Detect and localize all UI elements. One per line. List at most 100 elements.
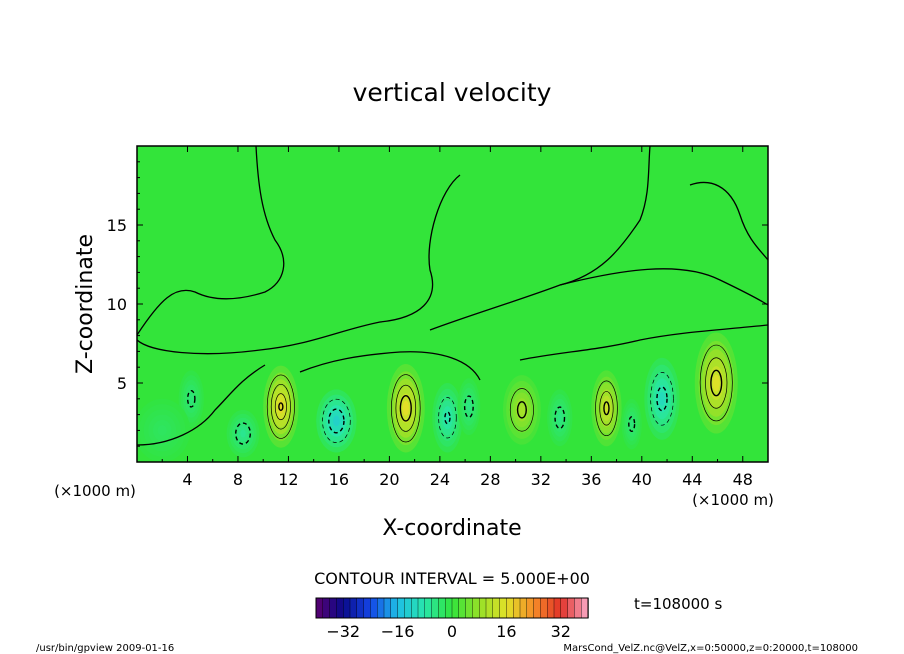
cell-shade bbox=[157, 425, 167, 436]
downdraft-cell bbox=[316, 389, 357, 453]
colorbar-swatch bbox=[377, 597, 385, 619]
downdraft-cell bbox=[226, 409, 260, 458]
colorbar-swatch bbox=[553, 597, 562, 619]
contour-line bbox=[599, 391, 614, 426]
colorbar-tick-label: −16 bbox=[381, 622, 415, 641]
contour-line bbox=[266, 374, 295, 439]
downdraft-cell bbox=[137, 398, 190, 462]
x-tick-label: 32 bbox=[531, 470, 551, 489]
chart-title: vertical velocity bbox=[353, 78, 552, 107]
updraft-cell bbox=[386, 364, 425, 453]
velocity-field bbox=[137, 332, 738, 462]
colorbar-swatch bbox=[492, 597, 501, 619]
colorbar-swatch bbox=[574, 597, 582, 619]
contour-line bbox=[274, 393, 287, 421]
colorbar-swatch bbox=[336, 597, 344, 619]
colorbar-swatch bbox=[526, 597, 535, 619]
colorbar-tick-label: −32 bbox=[326, 622, 360, 641]
colorbar-swatch bbox=[499, 597, 508, 619]
contour-line bbox=[235, 422, 251, 445]
colorbar-swatch bbox=[485, 597, 494, 619]
x-tick-label: 40 bbox=[632, 470, 652, 489]
cell-shade bbox=[467, 401, 471, 412]
x-tick-label: 12 bbox=[278, 470, 298, 489]
x-axis-label: X-coordinate bbox=[382, 516, 521, 541]
x-tick-label: 4 bbox=[182, 470, 192, 489]
contour-line bbox=[699, 344, 733, 422]
zero-contour-line bbox=[137, 364, 266, 446]
footer-source: MarsCond_VelZ.nc@VelZ,x=0:50000,z=0:2000… bbox=[563, 643, 858, 654]
y-axis: 5 10 15 bbox=[107, 161, 768, 447]
y-tick-label: 15 bbox=[107, 216, 127, 235]
x-tick-label: 16 bbox=[329, 470, 349, 489]
updraft-cell bbox=[502, 375, 541, 445]
colorbar-swatch bbox=[363, 597, 372, 619]
downdraft-cell bbox=[644, 357, 680, 440]
colorbar-swatch bbox=[438, 597, 446, 619]
zero-contour-line bbox=[559, 268, 768, 306]
colorbar-swatch bbox=[519, 597, 528, 619]
contour-line bbox=[650, 372, 674, 426]
colorbar-swatch bbox=[540, 597, 548, 619]
colorbar-ticks: −32 −16 0 16 32 bbox=[326, 622, 571, 641]
colorbar-swatch bbox=[458, 597, 467, 619]
contour-line bbox=[278, 402, 284, 412]
colorbar-frame bbox=[315, 597, 589, 619]
colorbar-swatch bbox=[506, 597, 514, 619]
colorbar-swatch bbox=[431, 597, 440, 619]
colorbar-swatch bbox=[424, 597, 433, 619]
colorbar-tick-label: 0 bbox=[447, 622, 457, 641]
cell-shade bbox=[518, 404, 526, 416]
colorbar-swatch bbox=[397, 597, 406, 619]
zero-contour-line bbox=[137, 146, 285, 336]
colorbar-swatch bbox=[404, 597, 412, 619]
contour-line bbox=[554, 406, 566, 430]
zero-contour-line bbox=[689, 181, 768, 261]
colorbar-swatch bbox=[349, 597, 358, 619]
contour-line bbox=[322, 398, 351, 443]
downdraft-cell bbox=[432, 383, 463, 453]
colorbar-swatch bbox=[479, 597, 487, 619]
colorbar-swatch bbox=[465, 597, 474, 619]
y-tick-label: 5 bbox=[117, 374, 127, 393]
contour-line bbox=[705, 357, 728, 409]
colorbar-swatches bbox=[315, 597, 589, 619]
zero-contour-line bbox=[519, 324, 768, 361]
x-axis-unit-left: (×1000 m) bbox=[54, 482, 136, 500]
downdraft-cell bbox=[621, 398, 642, 450]
cell-shade bbox=[189, 394, 194, 404]
cell-shade bbox=[557, 413, 562, 423]
colorbar-swatch bbox=[343, 597, 351, 619]
updraft-cell bbox=[591, 370, 622, 447]
x-tick-label: 24 bbox=[430, 470, 450, 489]
colorbar-tick-label: 16 bbox=[496, 622, 516, 641]
cell-shade bbox=[333, 415, 340, 427]
x-tick-label: 20 bbox=[379, 470, 399, 489]
contour-line bbox=[395, 384, 417, 432]
contour-line bbox=[710, 369, 723, 397]
colorbar: −32 −16 0 16 32 bbox=[315, 597, 589, 641]
colorbar-swatch bbox=[451, 597, 460, 619]
contour-line bbox=[399, 394, 412, 422]
x-tick-label: 36 bbox=[581, 470, 601, 489]
time-label: t=108000 s bbox=[634, 595, 722, 613]
colorbar-swatch bbox=[356, 597, 365, 619]
colorbar-swatch bbox=[567, 597, 576, 619]
colorbar-swatch bbox=[417, 597, 426, 619]
contour-line bbox=[516, 401, 527, 419]
cell-shade bbox=[603, 401, 609, 415]
colorbar-swatch bbox=[513, 597, 521, 619]
cell-shade bbox=[630, 419, 634, 429]
cell-shade bbox=[444, 411, 450, 424]
x-tick-label: 48 bbox=[733, 470, 753, 489]
x-tick-label: 44 bbox=[682, 470, 702, 489]
colorbar-swatch bbox=[547, 597, 555, 619]
contour-line bbox=[391, 374, 421, 443]
contour-line bbox=[595, 380, 618, 437]
downdraft-cell bbox=[457, 378, 481, 436]
footer-command: /usr/bin/gpview 2009-01-16 bbox=[36, 643, 174, 654]
cell-shade bbox=[659, 391, 665, 406]
zero-contour-line bbox=[299, 351, 481, 381]
